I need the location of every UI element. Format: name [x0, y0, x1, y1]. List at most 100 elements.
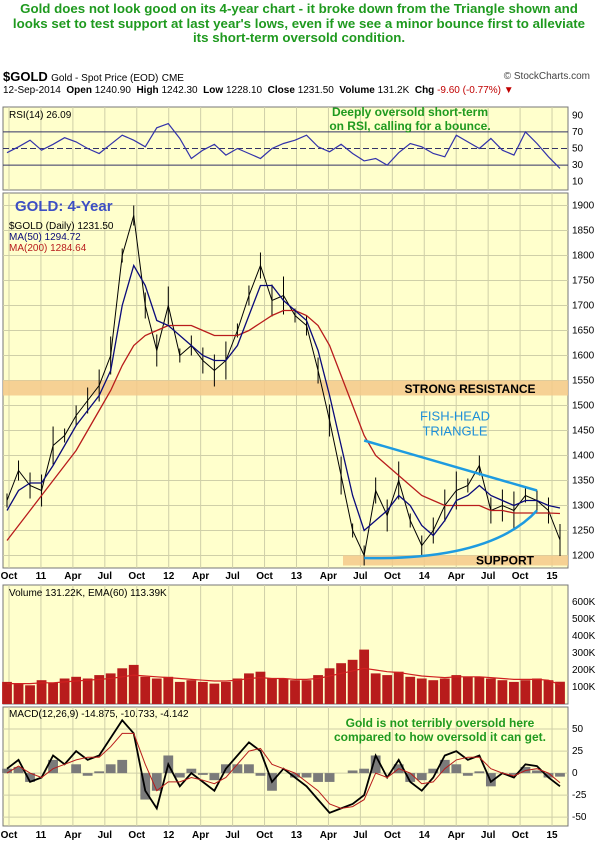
- volume-label: Volume: [339, 85, 375, 96]
- x-tick-label: Apr: [320, 571, 337, 582]
- quote-date: 12-Sep-2014: [3, 85, 61, 96]
- macd-tick-label: -25: [572, 790, 587, 801]
- price-tick-label: 1300: [572, 501, 595, 512]
- price-tick-label: 1450: [572, 426, 595, 437]
- volume-bar: [117, 668, 128, 704]
- macd-histogram-bar: [439, 759, 450, 774]
- volume-bar: [174, 681, 185, 704]
- triangle-lower-line: [364, 509, 538, 560]
- volume-bar: [220, 681, 231, 704]
- rsi-tick-label: 50: [572, 144, 584, 155]
- price-legend-ma50: MA(50) 1294.72: [9, 232, 81, 243]
- macd-histogram-bar: [313, 773, 323, 782]
- volume-bar: [474, 676, 485, 704]
- price-tick-label: 1700: [572, 301, 595, 312]
- volume-bar: [485, 678, 496, 704]
- high-label: High: [136, 85, 159, 96]
- close-value: 1231.50: [297, 85, 334, 96]
- macd-histogram-bar: [543, 773, 554, 778]
- volume-tick-label: 500K: [572, 614, 596, 625]
- macd-histogram-bar: [255, 773, 266, 776]
- volume-bar: [509, 681, 519, 704]
- volume-bar: [555, 681, 565, 704]
- volume-bar: [290, 680, 300, 704]
- price-tick-label: 1350: [572, 476, 595, 487]
- price-tick-label: 1750: [572, 276, 595, 287]
- price-title: GOLD: 4-Year: [15, 198, 113, 215]
- down-arrow-icon: ▼: [503, 85, 514, 96]
- quote-line: 12-Sep-2014 Open 1240.90 High 1242.30 Lo…: [3, 85, 514, 96]
- symbol: $GOLD: [3, 69, 48, 84]
- volume-bar: [255, 671, 266, 704]
- volume-bar: [462, 676, 473, 704]
- volume-bar: [393, 671, 404, 704]
- volume-ema-line: [7, 667, 561, 686]
- volume-value: 131.2K: [377, 85, 410, 96]
- volume-bar: [71, 676, 82, 704]
- macd-histogram-bar: [186, 768, 197, 774]
- macd-histogram-bar: [174, 773, 185, 778]
- macd-histogram-bar: [197, 773, 208, 775]
- price-tick-label: 1600: [572, 351, 595, 362]
- x-tick-label: Apr: [192, 830, 209, 841]
- volume-bar: [209, 683, 220, 704]
- macd-annotation-line1: Gold is not terribly oversold here: [346, 716, 535, 730]
- high-value: 1242.30: [161, 85, 198, 96]
- price-tick-label: 1550: [572, 376, 595, 387]
- volume-bar: [36, 680, 47, 704]
- volume-bar: [25, 685, 35, 704]
- macd-histogram-bar: [347, 770, 358, 774]
- macd-histogram-bar: [324, 773, 335, 782]
- rsi-line: [6, 122, 561, 169]
- volume-bar: [13, 683, 24, 704]
- volume-bar: [543, 680, 554, 704]
- x-tick-label: Oct: [256, 830, 273, 841]
- macd-histogram-bar: [244, 764, 254, 774]
- volume-bar: [347, 659, 358, 704]
- price-legend-ma200: MA(200) 1284.64: [9, 243, 87, 254]
- x-tick-label: Jul: [225, 571, 240, 582]
- rsi-annotation-line1: Deeply oversold short-term: [332, 105, 488, 119]
- macd-histogram-bar: [451, 764, 462, 774]
- ma50-line: [6, 263, 561, 537]
- x-tick-label: Apr: [192, 571, 209, 582]
- macd-histogram-bar: [428, 768, 439, 774]
- chg-value: -9.60 (-0.77%): [437, 85, 501, 96]
- low-label: Low: [203, 85, 224, 96]
- x-tick-label: Jul: [98, 571, 113, 582]
- price-tick-label: 1850: [572, 226, 595, 237]
- x-tick-label: Jul: [353, 830, 368, 841]
- x-tick-label: Oct: [1, 571, 18, 582]
- volume-bar: [382, 675, 393, 704]
- headline: Gold does not look good on its 4-year ch…: [12, 1, 586, 45]
- x-tick-label: Oct: [512, 830, 529, 841]
- macd-tick-label: -50: [572, 812, 587, 823]
- x-tick-label: 15: [546, 571, 558, 582]
- annotation-support: SUPPORT: [476, 554, 535, 568]
- macd-histogram-bar: [94, 771, 105, 774]
- rsi-legend: RSI(14) 26.09: [9, 110, 72, 121]
- macd-tick-label: 0: [572, 768, 578, 779]
- price-tick-label: 1900: [572, 201, 595, 212]
- x-tick-label: 14: [419, 830, 431, 841]
- macd-histogram-bar: [474, 771, 485, 774]
- rsi-tick-label: 70: [572, 127, 584, 138]
- volume-tick-label: 100K: [572, 682, 596, 693]
- macd-histogram-bar: [209, 773, 220, 781]
- price-tick-label: 1250: [572, 526, 595, 537]
- exchange: CME: [161, 73, 184, 84]
- volume-bar: [94, 675, 105, 704]
- open-value: 1240.90: [94, 85, 131, 96]
- x-tick-label: Apr: [320, 830, 337, 841]
- x-tick-label: 12: [163, 571, 175, 582]
- volume-bar: [370, 673, 381, 704]
- macd-histogram-bar: [462, 773, 473, 776]
- x-tick-label: Jul: [481, 830, 496, 841]
- price-line: [6, 215, 561, 558]
- close-label: Close: [267, 85, 295, 96]
- triangle-upper-line: [363, 439, 538, 492]
- x-tick-label: Jul: [225, 830, 240, 841]
- macd-signal-line: [6, 732, 561, 809]
- x-tick-label: Oct: [128, 571, 145, 582]
